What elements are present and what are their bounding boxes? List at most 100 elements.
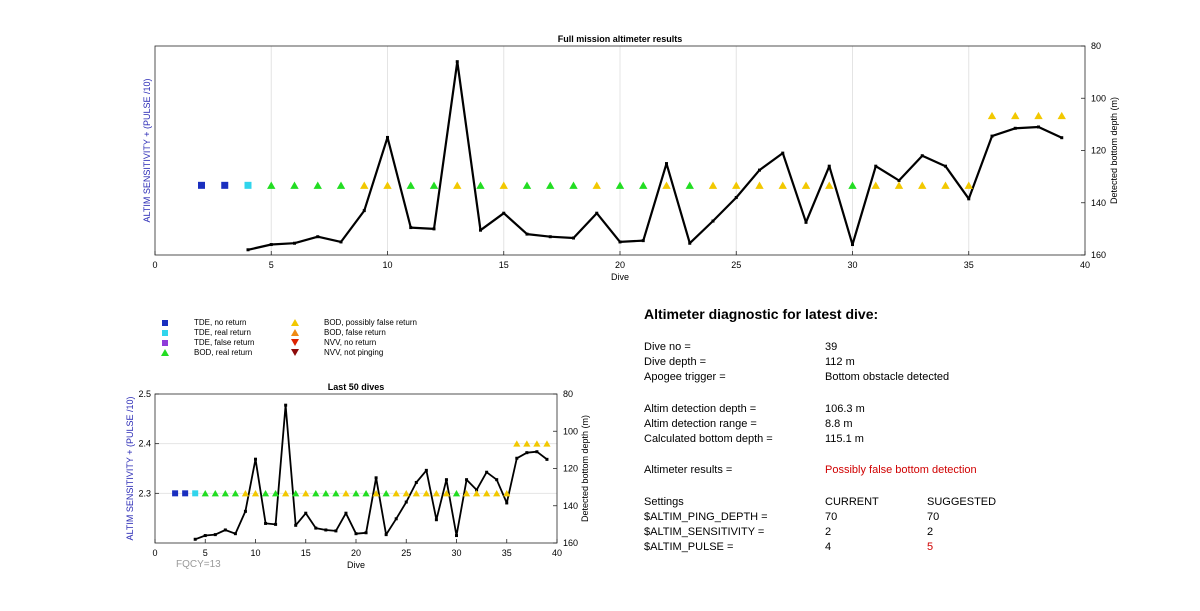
status-marker — [708, 181, 718, 189]
y-right-axis-label: Detected bottom depth (m) — [580, 415, 590, 522]
status-marker — [251, 490, 260, 497]
status-marker — [372, 490, 380, 497]
legend-square-icon — [160, 339, 170, 347]
y-left-tick-label: 2.4 — [138, 439, 151, 449]
diagnostic-row: Apogee trigger = Bottom obstacle detecte… — [644, 370, 1184, 385]
depth-point — [688, 241, 692, 245]
depth-point — [455, 534, 458, 538]
setting-name: $ALTIM_PING_DEPTH = — [644, 511, 768, 523]
x-tick-label: 35 — [502, 548, 512, 558]
x-tick-label: 30 — [451, 548, 461, 558]
status-marker — [244, 181, 252, 189]
y-right-axis-label: Detected bottom depth (m) — [1109, 97, 1119, 204]
depth-point — [414, 480, 418, 484]
x-tick-label: 40 — [1080, 260, 1090, 270]
diagnostic-value: 112 m — [825, 356, 855, 368]
diagnostic-label: Altim detection depth = — [644, 403, 757, 415]
diagnostic-label: Apogee trigger = — [644, 371, 726, 383]
status-legend: TDE, no return TDE, real return TDE, fal… — [160, 318, 450, 362]
status-marker — [261, 490, 270, 497]
status-marker — [825, 181, 834, 189]
status-marker — [569, 181, 578, 189]
status-marker — [231, 490, 239, 497]
status-marker — [732, 181, 741, 189]
status-marker — [493, 490, 501, 497]
setting-suggested: 70 — [927, 511, 940, 523]
status-marker — [543, 440, 551, 447]
depth-point — [781, 151, 785, 155]
status-marker — [290, 181, 299, 189]
triangle-up-marker-icon — [161, 349, 169, 356]
depth-point — [455, 60, 459, 64]
setting-current: 2 — [825, 526, 832, 538]
status-marker — [473, 490, 481, 497]
diagnostic-title: Altimeter diagnostic for latest dive: — [644, 306, 879, 322]
legend-label: BOD, real return — [194, 348, 253, 357]
diagnostic-value: 115.1 m — [825, 433, 864, 445]
status-marker — [987, 111, 997, 120]
settings-header-suggested: SUGGESTED — [927, 496, 997, 508]
depth-point — [334, 529, 338, 533]
depth-point — [804, 220, 808, 224]
status-marker — [685, 181, 694, 189]
depth-point — [897, 179, 901, 183]
depth-point — [525, 232, 529, 236]
diagnostic-row: Altimeter results = Possibly false botto… — [644, 463, 1184, 478]
setting-name: $ALTIM_PULSE = — [644, 541, 734, 553]
triangle-down-marker-icon — [291, 349, 299, 356]
depth-point — [374, 476, 378, 480]
setting-name: $ALTIM_SENSITIVITY = — [644, 526, 765, 538]
setting-current: 70 — [825, 511, 838, 523]
depth-point — [434, 518, 438, 522]
legend-triangle-icon — [290, 319, 300, 327]
legend-label: BOD, false return — [324, 328, 386, 337]
depth-point — [525, 451, 529, 455]
status-marker — [313, 181, 322, 189]
status-marker — [964, 181, 973, 189]
status-marker — [422, 490, 430, 497]
depth-point — [316, 235, 320, 239]
chart-title: Last 50 dives — [328, 382, 385, 392]
status-marker — [546, 181, 555, 189]
y-right-tick-label: 160 — [1091, 250, 1106, 260]
diagnostic-value: Bottom obstacle detected — [825, 371, 950, 383]
status-marker — [1034, 111, 1043, 120]
status-marker — [941, 181, 950, 189]
depth-point — [990, 134, 994, 138]
status-marker — [894, 181, 904, 189]
depth-point — [314, 526, 318, 530]
settings-header-row: Settings CURRENT SUGGESTED — [644, 495, 1184, 510]
triangle-up-marker-icon — [291, 329, 299, 336]
altimeter-result-value: Possibly false bottom detection — [825, 464, 977, 476]
setting-suggested: 2 — [927, 526, 934, 538]
y-right-tick-label: 100 — [563, 426, 578, 436]
status-marker — [801, 181, 811, 189]
y-right-tick-label: 140 — [1091, 198, 1106, 208]
diagnostic-row: Altim detection depth = 106.3 m — [644, 402, 1184, 417]
depth-point — [362, 209, 366, 213]
depth-point — [515, 456, 519, 460]
depth-point — [203, 534, 207, 538]
depth-point — [394, 517, 398, 521]
depth-point — [269, 243, 273, 247]
x-tick-label: 35 — [964, 260, 974, 270]
status-marker — [523, 440, 531, 447]
x-tick-label: 20 — [351, 548, 361, 558]
status-marker — [172, 490, 179, 497]
legend-label: TDE, no return — [194, 318, 247, 327]
diagnostic-panel: Altimeter diagnostic for latest dive: Di… — [644, 306, 1184, 566]
depth-point — [618, 240, 622, 244]
depth-point — [485, 470, 489, 474]
status-marker — [476, 181, 485, 189]
depth-point — [595, 211, 599, 215]
diagnostic-label: Altim detection range = — [644, 418, 757, 430]
x-axis-label: Dive — [347, 560, 365, 570]
triangle-down-marker-icon — [291, 339, 299, 346]
depth-point — [665, 162, 668, 166]
diagnostic-value: 39 — [825, 341, 838, 353]
settings-header-label: Settings — [644, 496, 684, 508]
status-marker — [533, 440, 541, 447]
settings-row: $ALTIM_PULSE = 4 5 — [644, 540, 1184, 555]
y-right-tick-label: 120 — [563, 464, 578, 474]
